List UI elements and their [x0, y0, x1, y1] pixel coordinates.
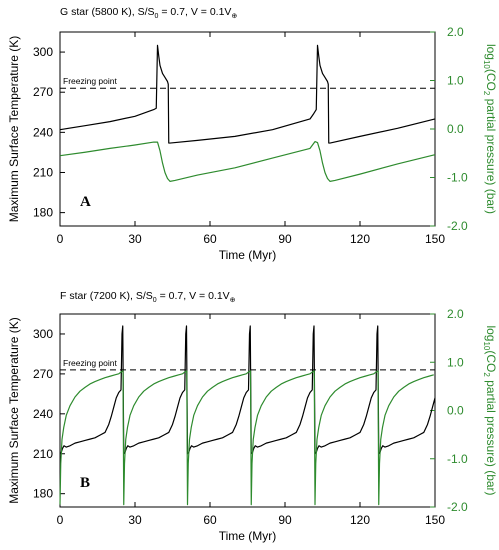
y2-tick-label: -2.0	[447, 219, 468, 233]
y2-tick-label: 2.0	[447, 307, 464, 321]
y2-tick-label: 1.0	[447, 74, 464, 88]
x-tick-label: 0	[57, 232, 64, 246]
panel-label: A	[80, 194, 91, 210]
y2-axis-label: log10(CO2 partial pressure) (bar)	[482, 325, 498, 495]
plot-frame	[59, 31, 436, 227]
x-tick-label: 120	[350, 513, 370, 527]
chart-title: G star (5800 K), S/S0 = 0.7, V = 0.1V⊕	[60, 6, 237, 20]
x-tick-label: 60	[203, 513, 217, 527]
y-tick-label: 240	[33, 125, 53, 139]
temperature-series-line	[59, 325, 436, 455]
y-tick-label: 210	[33, 447, 53, 461]
y-tick-label: 240	[33, 407, 53, 421]
freezing-point-label: Freezing point	[63, 358, 118, 368]
x-tick-label: 90	[278, 232, 292, 246]
panel-A: G star (5800 K), S/S0 = 0.7, V = 0.1V⊕ 0 3…	[7, 6, 498, 262]
x-tick-label: 150	[425, 232, 445, 246]
x-axis-label: Time (Myr)	[219, 529, 277, 543]
y2-tick-label: 0.0	[447, 122, 464, 136]
y-tick-label: 300	[33, 327, 53, 341]
x-tick-label: 30	[128, 513, 142, 527]
x-tick-label: 0	[57, 513, 64, 527]
chart-title: F star (7200 K), S/S0 = 0.7, V = 0.1V⊕	[60, 290, 236, 304]
y2-tick-label: -1.0	[447, 171, 468, 185]
y-tick-label: 300	[33, 45, 53, 59]
x-tick-label: 90	[278, 513, 292, 527]
co2-series-line	[59, 141, 436, 182]
x-tick-label: 150	[425, 513, 445, 527]
y-tick-label: 180	[33, 487, 53, 501]
panel-B: F star (7200 K), S/S0 = 0.7, V = 0.1V⊕ 0 3…	[7, 290, 498, 543]
y-axis-label: Maximum Surface Temperature (K)	[7, 36, 21, 223]
y2-axis-label: log10(CO2 partial pressure) (bar)	[482, 44, 498, 214]
x-tick-label: 30	[128, 232, 142, 246]
x-axis-label: Time (Myr)	[219, 248, 277, 262]
x-tick-label: 120	[350, 232, 370, 246]
y2-tick-label: -2.0	[447, 500, 468, 514]
y2-tick-label: 0.0	[447, 404, 464, 418]
co2-series-line	[59, 370, 434, 506]
y-tick-label: 180	[33, 206, 53, 220]
panel-label: B	[80, 475, 90, 491]
x-tick-label: 60	[203, 232, 217, 246]
y2-tick-label: 1.0	[447, 355, 464, 369]
y-tick-label: 270	[33, 85, 53, 99]
freezing-point-label: Freezing point	[63, 76, 118, 86]
y2-tick-label: -1.0	[447, 452, 468, 466]
y2-tick-label: 2.0	[447, 25, 464, 39]
y-axis-label: Maximum Surface Temperature (K)	[7, 317, 21, 504]
y-tick-label: 270	[33, 367, 53, 381]
temperature-series-line	[59, 44, 436, 144]
y-tick-label: 210	[33, 165, 53, 179]
